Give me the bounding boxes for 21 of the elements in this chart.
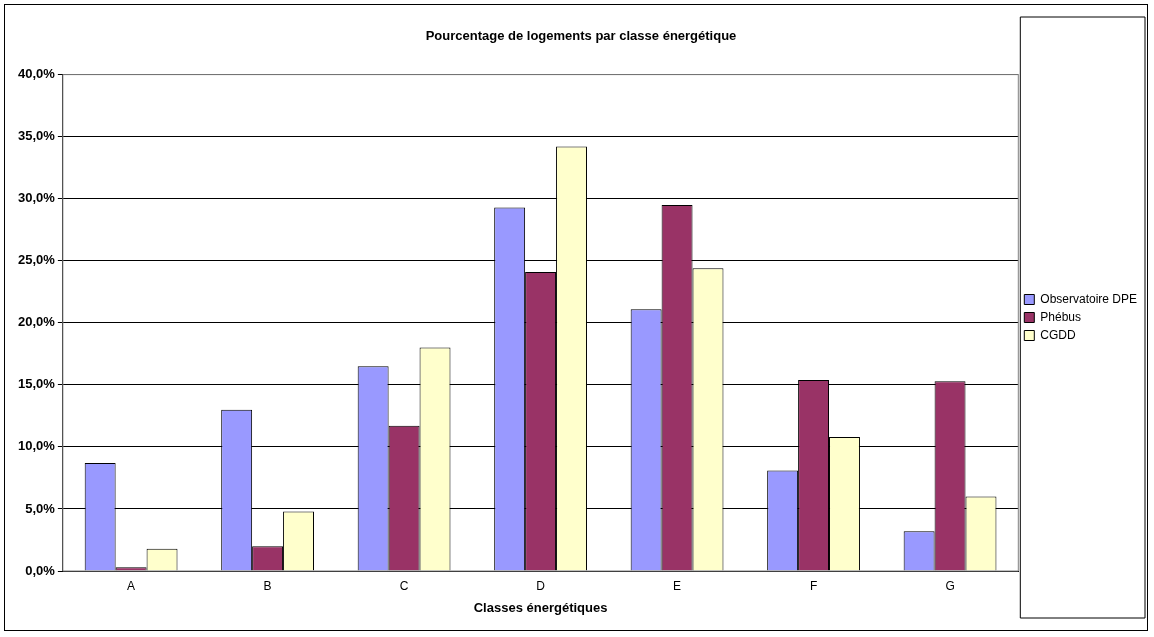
x-tick-label: G bbox=[945, 578, 955, 593]
y-tick-label: 35,0% bbox=[17, 128, 56, 144]
y-tick-label: 15,0% bbox=[17, 376, 56, 392]
x-tick-label: B bbox=[263, 578, 272, 593]
x-tick-label: E bbox=[673, 578, 682, 593]
y-tick-label: 30,0% bbox=[17, 190, 56, 206]
legend-label: Phébus bbox=[1040, 309, 1081, 324]
y-tick-label: 25,0% bbox=[17, 252, 56, 268]
x-axis-title: Classes énergétiques bbox=[473, 599, 608, 615]
x-tick-label: D bbox=[536, 578, 546, 593]
x-tick-label: A bbox=[127, 578, 136, 593]
y-tick-label: 40,0% bbox=[17, 66, 56, 82]
x-tick-label: F bbox=[809, 578, 818, 593]
y-tick-label: 10,0% bbox=[17, 438, 56, 454]
x-tick-label: C bbox=[399, 578, 409, 593]
y-tick-label: 20,0% bbox=[17, 314, 56, 330]
chart-title: Pourcentage de logements par classe énergétique bbox=[425, 28, 737, 44]
y-tick-label: 0,0% bbox=[25, 562, 56, 578]
legend-label: CGDD bbox=[1040, 327, 1076, 342]
y-tick-label: 5,0% bbox=[25, 500, 56, 516]
legend-label: Observatoire DPE bbox=[1040, 291, 1137, 306]
